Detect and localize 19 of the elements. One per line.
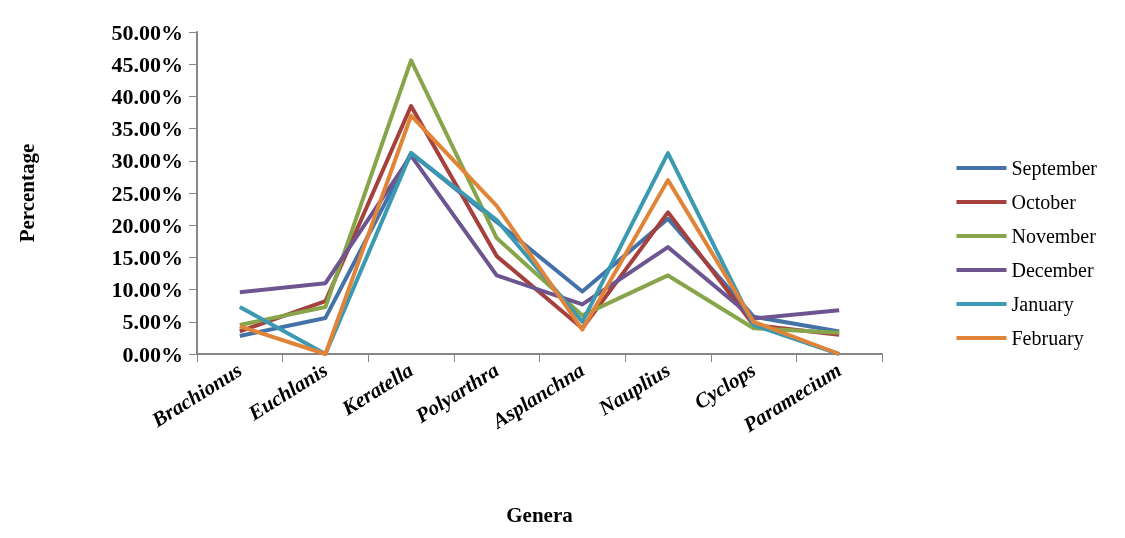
legend-label: December [1011, 259, 1094, 281]
y-tick-label: 40.00% [111, 83, 183, 109]
legend-label: September [1011, 157, 1098, 180]
y-tick-label: 5.00% [122, 309, 183, 335]
legend-label: November [1011, 225, 1097, 247]
y-tick-label: 10.00% [111, 277, 183, 303]
y-tick-label: 25.00% [111, 180, 183, 206]
legend-label: October [1011, 191, 1077, 213]
y-tick-label: 20.00% [111, 212, 183, 238]
y-axis-title: Percentage [14, 143, 39, 243]
y-tick-label: 50.00% [111, 19, 183, 45]
y-tick-label: 45.00% [111, 51, 183, 77]
y-tick-label: 30.00% [111, 148, 183, 174]
legend-label: January [1011, 293, 1074, 316]
x-axis-title: Genera [506, 502, 574, 527]
legend-label: February [1011, 327, 1084, 350]
y-tick-label: 0.00% [122, 341, 183, 367]
y-tick-label: 15.00% [111, 244, 183, 270]
y-tick-label: 35.00% [111, 116, 183, 142]
